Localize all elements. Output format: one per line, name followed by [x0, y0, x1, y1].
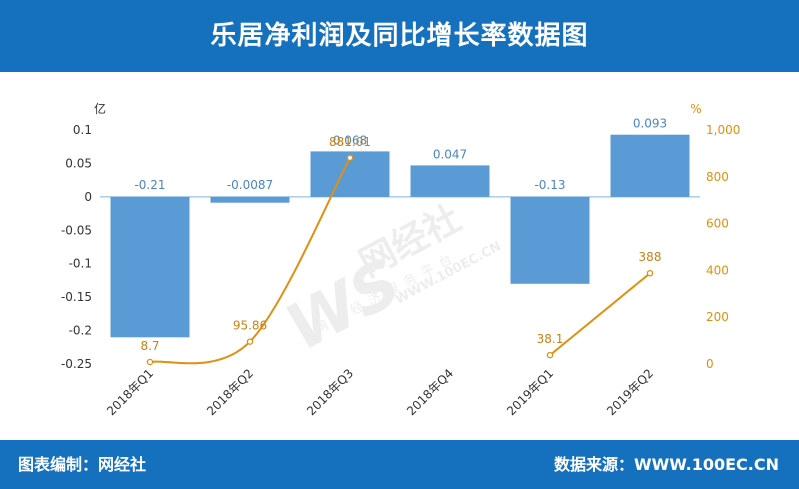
growth-value-label: 95.86	[233, 319, 267, 333]
bar	[110, 196, 190, 338]
right-tick-label: 400	[706, 263, 729, 277]
category-label: 2019年Q1	[504, 366, 556, 418]
footer-credit: 图表编制：网经社	[18, 455, 147, 474]
category-label: 2019年Q2	[604, 366, 656, 418]
footer-source: 数据来源：WWW.100EC.CN	[553, 455, 779, 474]
page-title: 乐居净利润及同比增长率数据图	[210, 21, 589, 51]
growth-line	[549, 272, 651, 356]
left-tick-label: -0.05	[61, 223, 92, 237]
right-tick-label: 600	[706, 217, 729, 231]
bar-value-label: -0.0087	[227, 178, 273, 192]
bar	[410, 165, 490, 197]
bar-value-label: -0.21	[134, 178, 165, 192]
bar-value-label: 0.093	[633, 117, 667, 131]
category-label: 2018年Q4	[404, 366, 456, 418]
left-axis-unit: 亿	[94, 101, 106, 116]
growth-point	[346, 154, 354, 162]
left-tick-label: 0.1	[73, 123, 92, 137]
bar	[210, 196, 290, 203]
right-tick-label: 200	[706, 310, 729, 324]
left-tick-label: 0.05	[65, 156, 92, 170]
bar-value-label: 0.047	[433, 147, 467, 161]
bar	[610, 134, 690, 197]
left-tick-label: -0.15	[61, 290, 92, 304]
growth-value-label: 388	[639, 250, 662, 264]
left-tick-label: -0.2	[69, 324, 92, 338]
growth-value-label: 38.1	[537, 332, 564, 346]
category-label: 2018年Q3	[304, 366, 356, 418]
watermark: WS 网经社 WWW.100EC.CN 网络经济服务平台	[275, 198, 504, 366]
growth-line	[149, 157, 351, 365]
growth-point	[146, 358, 154, 366]
right-tick-label: 0	[706, 357, 714, 371]
footer-bar: 图表编制：网经社 数据来源：WWW.100EC.CN	[0, 440, 799, 489]
left-tick-label: 0	[84, 190, 92, 204]
growth-point	[546, 351, 554, 359]
growth-value-label: 8.7	[140, 339, 159, 353]
right-tick-label: 1,000	[706, 123, 740, 137]
left-tick-label: -0.1	[69, 257, 92, 271]
bar-value-label: -0.13	[534, 178, 565, 192]
category-label: 2018年Q1	[104, 366, 156, 418]
right-axis-unit: %	[690, 102, 701, 116]
left-tick-label: -0.25	[61, 357, 92, 371]
growth-value-label: 881.01	[329, 135, 371, 149]
header-bar: 乐居净利润及同比增长率数据图	[0, 0, 799, 72]
growth-point	[246, 338, 254, 345]
chart: WS 网经社 WWW.100EC.CN 网络经济服务平台 亿 % 0.1 0.05 0 -…	[61, 101, 740, 418]
bar-value-label: 0.068	[333, 133, 367, 147]
bar	[510, 196, 590, 284]
growth-point	[646, 269, 654, 277]
category-label: 2018年Q2	[204, 366, 256, 418]
right-tick-label: 800	[706, 170, 729, 184]
